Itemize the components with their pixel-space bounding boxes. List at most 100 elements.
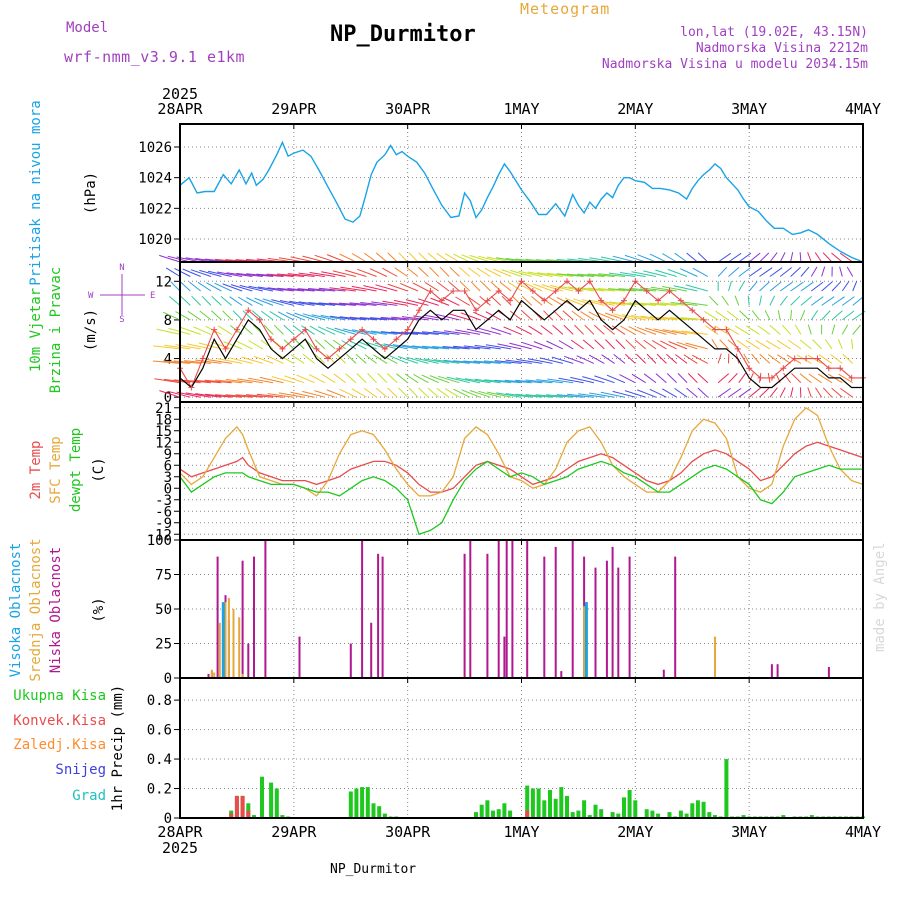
wind-arrow xyxy=(852,296,865,306)
wind-arrow xyxy=(593,324,605,335)
y-tick-label: 12 xyxy=(155,274,172,290)
wind-arrow xyxy=(411,345,439,350)
wind-arrow xyxy=(436,281,450,292)
wind-arrow xyxy=(460,312,481,321)
time-tick-top: 2MAY xyxy=(617,100,653,118)
wind-arrow xyxy=(230,284,253,292)
wind-arrow xyxy=(458,267,471,277)
wind-arrow xyxy=(646,353,657,364)
wind-arrow xyxy=(389,355,408,364)
gust-marker xyxy=(564,278,571,285)
wind-arrow xyxy=(590,299,615,306)
wind-arrow xyxy=(446,376,470,384)
wind-arrow xyxy=(508,281,522,292)
y-tick-label: 25 xyxy=(155,637,172,653)
wind-arrow xyxy=(655,269,677,277)
wind-arrow xyxy=(605,339,615,350)
wind-arrow xyxy=(308,288,336,292)
y-tick-label: 18 xyxy=(155,412,172,428)
wind-arrow xyxy=(728,281,732,292)
cloud-bar-niska xyxy=(377,553,380,678)
wind-arrow xyxy=(790,281,804,292)
cloud-bar-niska xyxy=(381,556,384,678)
gust-marker xyxy=(233,326,240,333)
precip-bar xyxy=(576,810,581,818)
wind-arrow xyxy=(490,327,512,335)
wind-arrow xyxy=(217,271,243,277)
wind-arrow xyxy=(359,317,388,321)
gust-marker xyxy=(689,307,696,314)
wind-arrow xyxy=(318,287,346,292)
wind-arrow xyxy=(159,390,181,398)
wind-arrow xyxy=(246,297,264,306)
wind-arrow xyxy=(467,267,481,277)
wind-arrow xyxy=(573,298,595,306)
wind-arrow xyxy=(790,310,792,320)
wind-arrow xyxy=(779,267,793,277)
dewpt-axis-title: dewpt Temp xyxy=(68,428,84,512)
wind-arrow xyxy=(800,296,813,306)
wind-arrow xyxy=(739,310,750,321)
wind-arrow xyxy=(636,353,647,364)
wind-arrow xyxy=(640,315,667,321)
wind-arrow xyxy=(413,373,429,384)
precip-bar xyxy=(496,809,501,818)
cloud-bar-srednja xyxy=(232,609,235,678)
wind-arrow xyxy=(494,360,522,364)
wind-arrow xyxy=(683,354,698,364)
wind-arrow xyxy=(418,252,429,263)
cloud-bar-srednja xyxy=(714,636,716,678)
wind-arrow xyxy=(824,339,833,350)
gust-marker xyxy=(848,374,855,381)
wind-arrow xyxy=(262,298,284,306)
wind-arrow xyxy=(584,324,595,335)
wind-arrow xyxy=(193,326,212,335)
wind-arrow xyxy=(768,354,781,364)
wind-arrow xyxy=(637,389,657,398)
wind-arrow xyxy=(783,372,792,383)
gust-marker xyxy=(279,345,286,352)
wind-arrow xyxy=(564,297,584,306)
wind-arrow xyxy=(670,317,698,321)
gust-marker xyxy=(632,278,639,285)
wind-arrow xyxy=(527,271,553,277)
wind-arrow xyxy=(392,344,419,350)
wind-arrow xyxy=(478,390,501,398)
wind-arrow xyxy=(588,311,605,321)
wind-arrow xyxy=(455,296,471,306)
cloud-bar-niska xyxy=(554,546,557,678)
wind-arrow xyxy=(582,376,605,384)
wind-arrow xyxy=(484,267,502,277)
gust-marker xyxy=(211,326,218,333)
wind-arrow xyxy=(470,281,481,292)
wind-arrow xyxy=(649,253,667,263)
wind-arrow xyxy=(811,296,824,306)
cloud-bar-niska xyxy=(247,643,250,678)
wind-arrow xyxy=(328,302,356,306)
cloud-bar-niska xyxy=(776,664,779,678)
wind-arrow xyxy=(429,266,440,277)
wind-arrow xyxy=(790,266,801,277)
wind-arrow xyxy=(381,354,398,364)
precip-bar xyxy=(741,815,746,818)
wind-arrow xyxy=(424,314,450,321)
gust-marker xyxy=(598,297,605,304)
wind-arrow xyxy=(817,373,833,384)
precip-bar xyxy=(365,787,370,818)
wind-arrow xyxy=(547,378,574,384)
wind-arrow xyxy=(330,315,356,321)
wind-arrow xyxy=(248,285,274,292)
gust-marker xyxy=(780,365,787,372)
wind-arrow xyxy=(422,331,450,335)
wind-arrow xyxy=(620,272,646,277)
wind-arrow xyxy=(662,329,688,335)
wind-arrow xyxy=(546,272,574,277)
precip-bar xyxy=(377,806,382,818)
wind-arrow xyxy=(649,388,667,398)
wind-arrow xyxy=(387,387,398,398)
wind-arrow xyxy=(302,313,326,321)
precip-legend-3: Snijeg xyxy=(55,762,106,778)
wind-arrow xyxy=(687,373,698,384)
wind-arrow xyxy=(596,311,615,321)
wind-arrow xyxy=(371,301,398,306)
